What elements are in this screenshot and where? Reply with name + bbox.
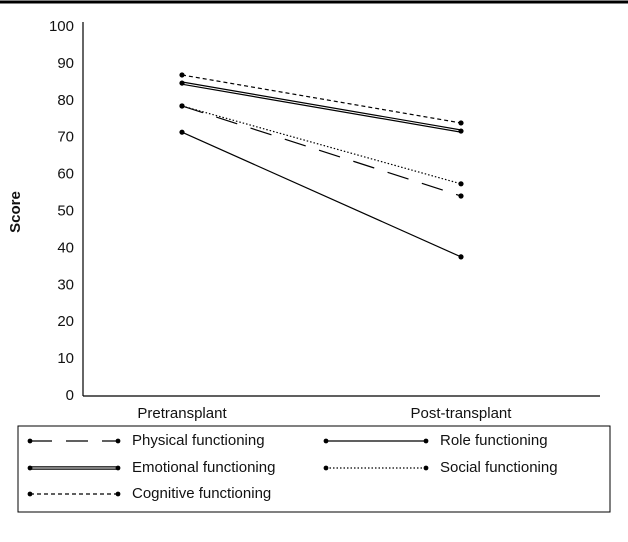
y-axis-label: Score: [7, 191, 24, 233]
legend-label: Physical functioning: [132, 432, 265, 449]
y-tick-label: 30: [57, 276, 74, 293]
data-point: [458, 181, 464, 187]
legend-dot: [27, 465, 33, 471]
legend-box: [17, 425, 611, 513]
x-tick-label: Post-transplant: [411, 405, 513, 422]
data-point: [179, 129, 185, 135]
y-tick-label: 40: [57, 239, 74, 256]
data-point: [458, 128, 464, 134]
legend-dot: [323, 438, 329, 444]
y-tick-label: 50: [57, 202, 74, 219]
data-point: [458, 120, 464, 126]
series-line: [181, 131, 462, 258]
data-point: [179, 80, 185, 86]
legend-dot: [27, 491, 33, 497]
y-tick-label: 20: [57, 313, 74, 330]
legend-dot: [323, 465, 329, 471]
legend-dot: [115, 465, 121, 471]
legend-dot: [115, 438, 121, 444]
legend-dot: [115, 491, 121, 497]
legend-dot: [27, 438, 33, 444]
y-tick-label: 80: [57, 92, 74, 109]
y-tick-label: 60: [57, 166, 74, 183]
legend-label: Cognitive functioning: [132, 485, 271, 502]
series-line: [181, 105, 462, 197]
y-tick-label: 70: [57, 129, 74, 146]
data-point: [179, 72, 185, 78]
legend-dot: [423, 465, 429, 471]
y-tick-label: 0: [66, 387, 74, 404]
series-line-inner: [181, 82, 462, 132]
series-line: [181, 105, 462, 185]
data-point: [458, 193, 464, 199]
legend-label: Role functioning: [440, 432, 548, 449]
series-line: [181, 74, 462, 124]
data-point: [179, 103, 185, 109]
x-tick-label: Pretransplant: [137, 405, 227, 422]
legend-label: Social functioning: [440, 459, 558, 476]
y-tick-label: 90: [57, 55, 74, 72]
legend-label: Emotional functioning: [132, 459, 275, 476]
y-tick-label: 100: [49, 18, 74, 35]
data-point: [458, 254, 464, 260]
y-tick-label: 10: [57, 350, 74, 367]
legend-dot: [423, 438, 429, 444]
